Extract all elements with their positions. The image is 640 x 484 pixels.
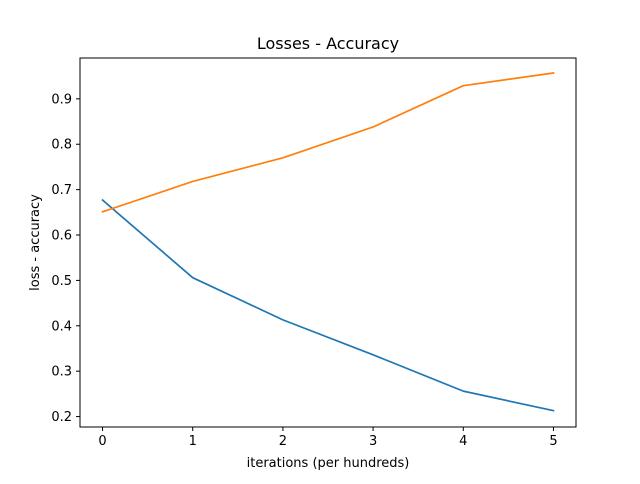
y-tick-label: 0.4 — [51, 319, 72, 334]
x-tick-label: 3 — [369, 434, 377, 449]
y-axis-label: loss - accuracy — [28, 194, 43, 291]
y-tick-label: 0.7 — [51, 183, 72, 198]
x-tick-label: 4 — [459, 434, 467, 449]
x-tick-label: 2 — [279, 434, 287, 449]
y-tick-label: 0.5 — [51, 274, 72, 289]
y-tick-label: 0.2 — [51, 410, 72, 425]
y-tick-label: 0.3 — [51, 365, 72, 380]
x-tick-label: 5 — [549, 434, 557, 449]
y-tick-label: 0.9 — [51, 92, 72, 107]
x-axis-label: iterations (per hundreds) — [247, 456, 410, 471]
chart-title: Losses - Accuracy — [257, 34, 399, 53]
x-tick-label: 1 — [189, 434, 197, 449]
y-tick-label: 0.8 — [51, 138, 72, 153]
y-tick-label: 0.6 — [51, 229, 72, 244]
x-tick-label: 0 — [98, 434, 106, 449]
